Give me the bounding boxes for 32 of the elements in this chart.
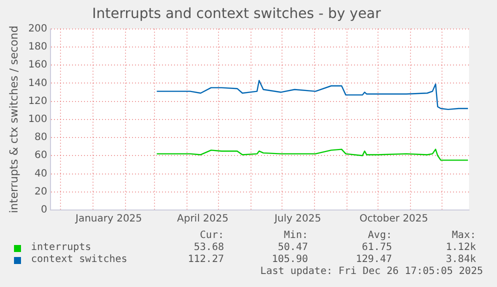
text: 1.12k: [444, 242, 476, 254]
text: 129.47: [354, 254, 392, 266]
text: Cur:: [198, 230, 224, 242]
y-tick-label: 180: [28, 42, 48, 53]
text: Last update: Fri Dec 26 17:05:05 2025: [259, 266, 484, 278]
text: Avg:: [366, 230, 392, 242]
y-tick-label: 20: [34, 186, 48, 198]
y-axis-title: interrupts & ctx switches / second: [7, 26, 20, 214]
text: 3.84k: [444, 254, 476, 266]
text: 53.68: [192, 242, 224, 254]
x-tick-label: January 2025: [74, 214, 142, 225]
legend-label: interrupts: [31, 242, 92, 254]
text: Min:: [282, 230, 308, 242]
x-tick-label: July 2025: [273, 214, 322, 225]
text: 61.75: [360, 242, 392, 254]
y-tick-label: 120: [28, 96, 48, 107]
text: 112.27: [186, 254, 224, 266]
y-tick-label: 60: [34, 150, 48, 162]
y-tick-label: 0: [40, 204, 48, 216]
x-tick-label: April 2025: [176, 214, 228, 225]
y-tick-label: 80: [34, 132, 48, 144]
text: Max:: [450, 230, 476, 242]
y-tick-label: 160: [28, 60, 48, 71]
y-tick-label: 200: [28, 23, 48, 34]
y-tick-label: 40: [34, 168, 48, 180]
text: 50.47: [276, 242, 308, 254]
legend-label: context switches: [31, 254, 128, 266]
y-tick-label: 140: [28, 78, 48, 89]
x-tick-label: October 2025: [359, 214, 428, 225]
text: 105.90: [270, 254, 308, 266]
y-tick-label: 100: [28, 114, 48, 125]
chart-title: Interrupts and context switches - by year: [92, 6, 382, 22]
